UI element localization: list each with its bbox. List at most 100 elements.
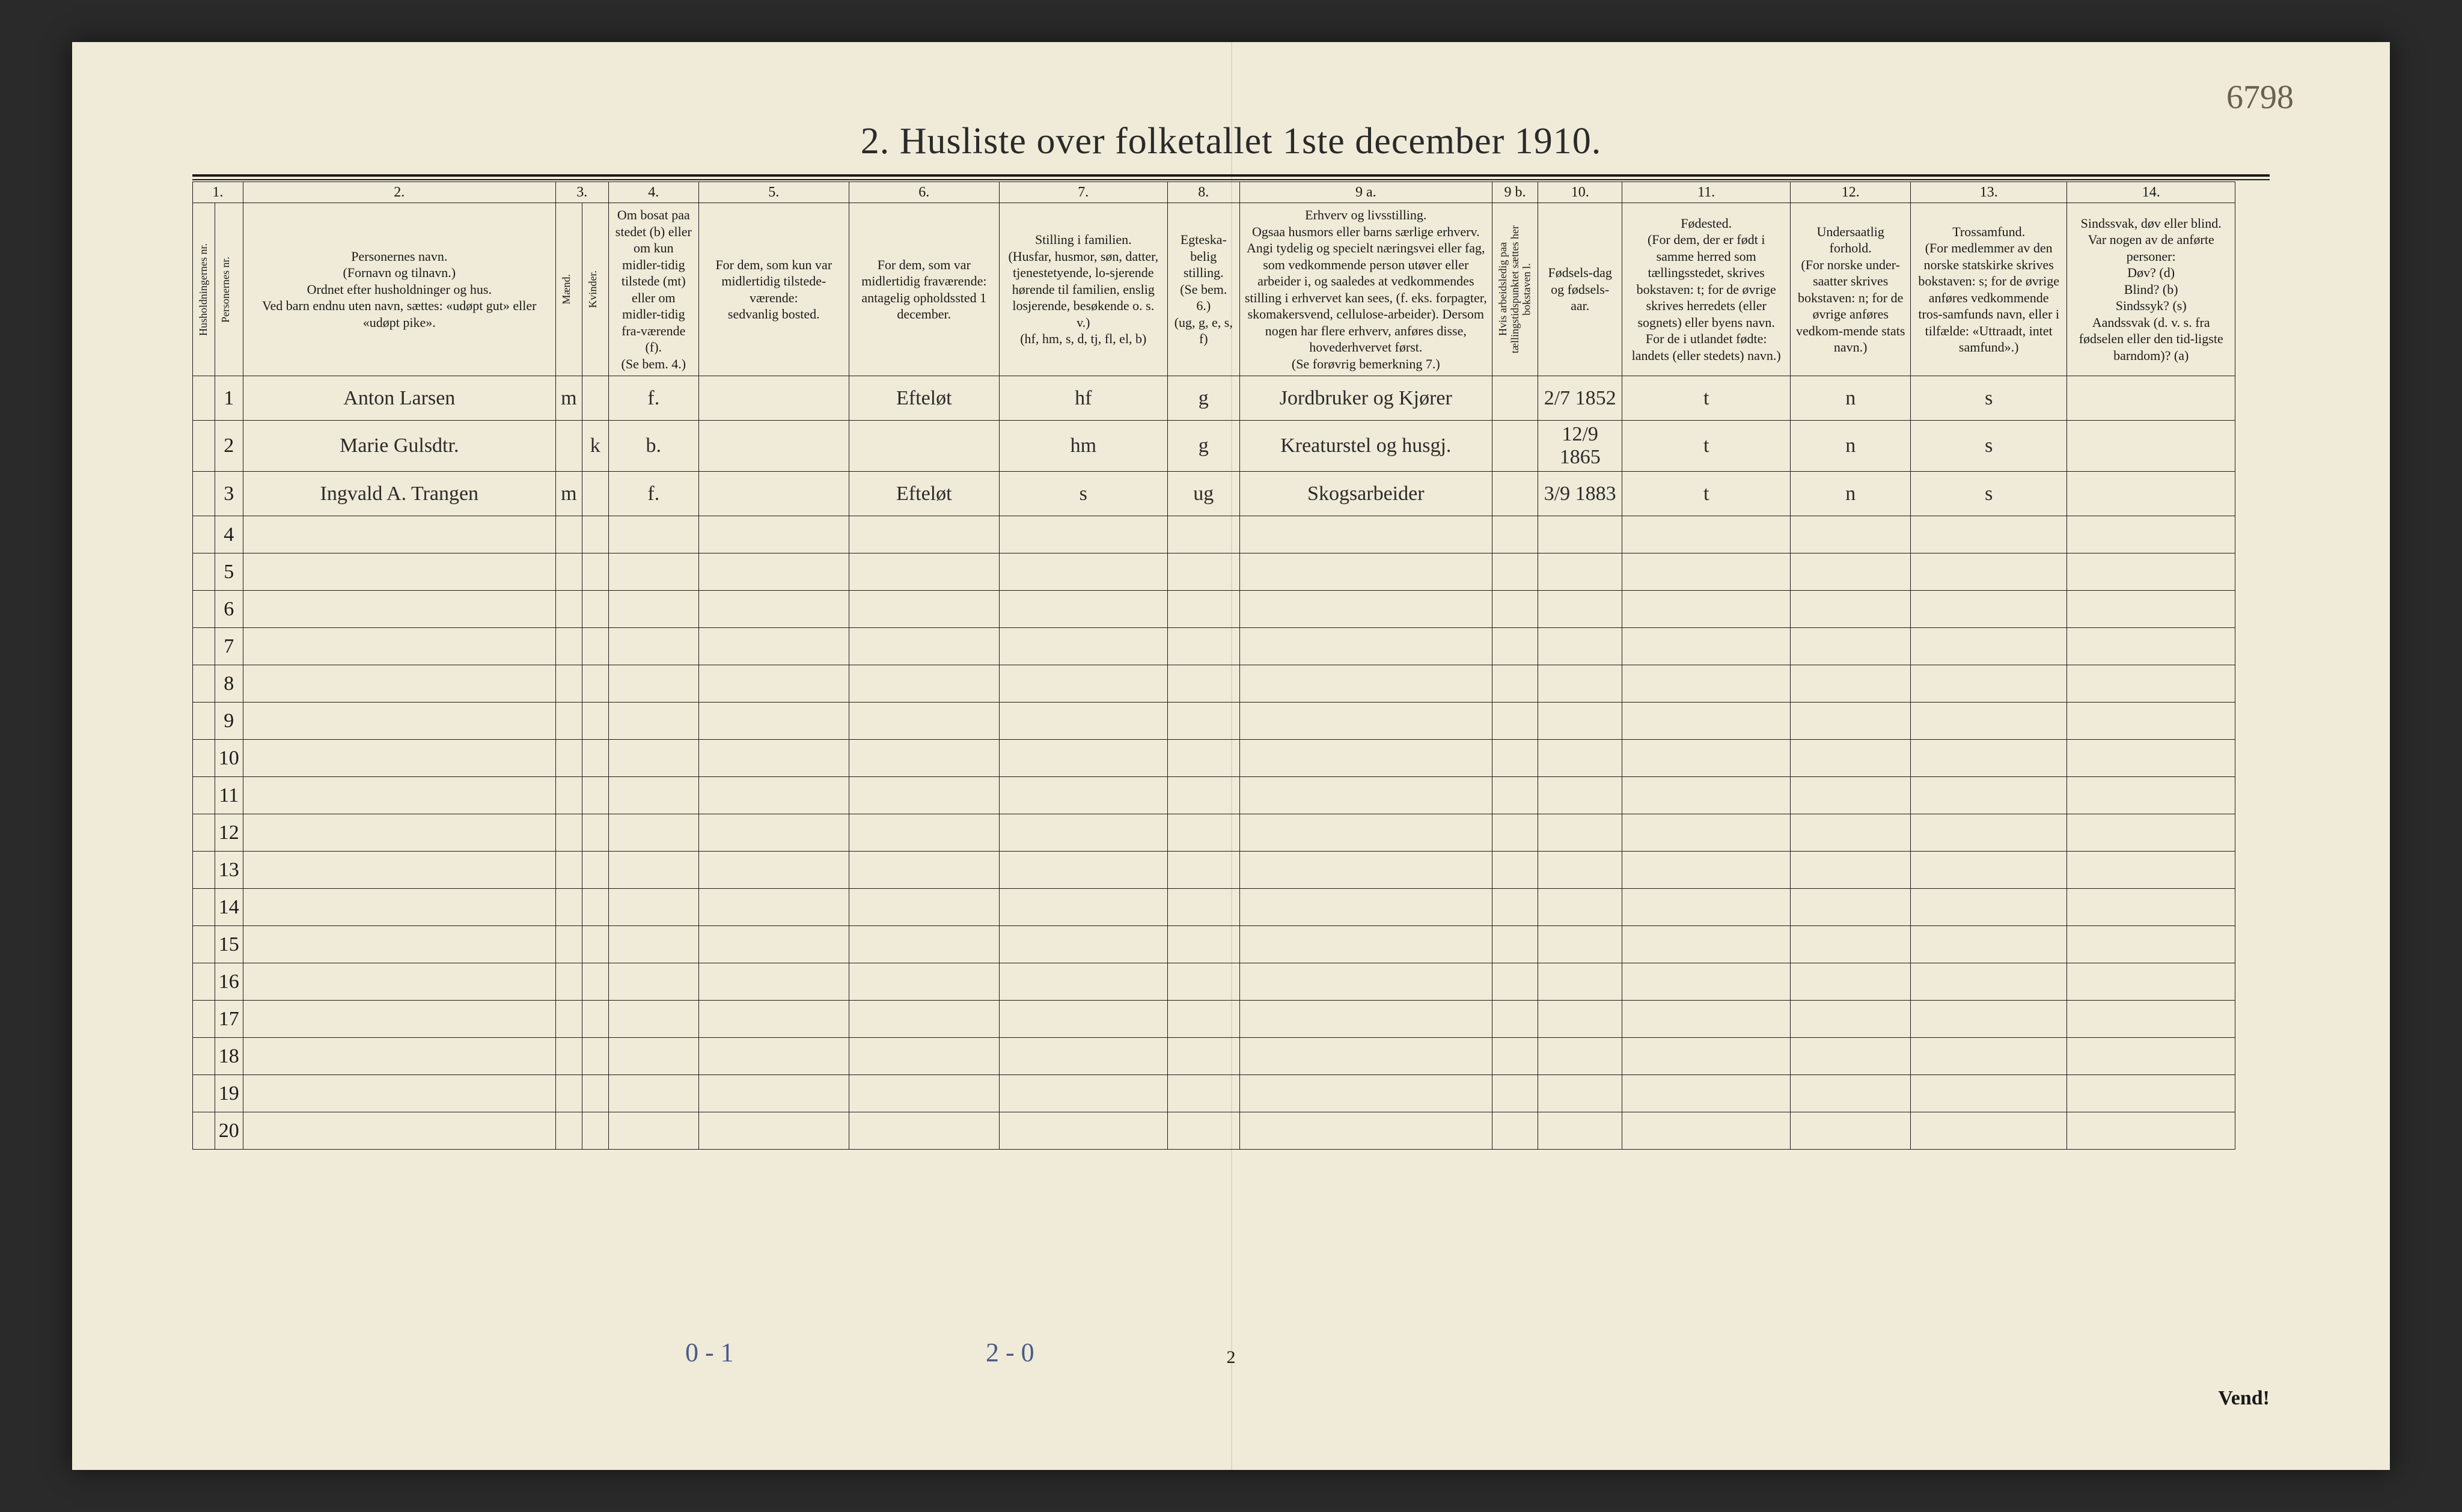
cell-fodested: t <box>1622 421 1791 472</box>
cell-empty <box>1622 1075 1791 1112</box>
table-row: 20 <box>193 1112 2235 1150</box>
cell-sedvanlig <box>698 376 849 421</box>
cell-person-nr: 20 <box>215 1112 243 1150</box>
cell-empty <box>1167 665 1239 703</box>
cell-empty <box>608 963 698 1001</box>
cell-empty <box>582 553 608 591</box>
cell-empty <box>698 516 849 553</box>
cell-empty <box>1911 553 2067 591</box>
cell-empty <box>1492 553 1538 591</box>
cell-empty <box>1791 777 1911 814</box>
table-row: 4 <box>193 516 2235 553</box>
header-3a: Mænd. <box>555 203 582 376</box>
cell-empty <box>1911 1038 2067 1075</box>
header-11: Fødested. (For dem, der er født i samme … <box>1622 203 1791 376</box>
cell-empty <box>999 591 1167 628</box>
cell-empty <box>999 1001 1167 1038</box>
colnum-13: 13. <box>1911 182 2067 203</box>
cell-empty <box>1167 591 1239 628</box>
cell-empty <box>555 963 582 1001</box>
header-3b: Kvinder. <box>582 203 608 376</box>
cell-empty <box>849 1112 999 1150</box>
cell-empty <box>555 665 582 703</box>
cell-empty <box>1791 1001 1911 1038</box>
cell-household-nr <box>193 777 215 814</box>
cell-empty <box>849 628 999 665</box>
cell-empty <box>849 1001 999 1038</box>
cell-empty <box>608 628 698 665</box>
cell-empty <box>1239 553 1492 591</box>
cell-empty <box>1622 814 1791 852</box>
cell-empty <box>849 1038 999 1075</box>
cell-empty <box>1167 852 1239 889</box>
cell-egteskab: g <box>1167 376 1239 421</box>
cell-empty <box>698 926 849 963</box>
cell-undersaatlig: n <box>1791 472 1911 516</box>
cell-empty <box>1492 1112 1538 1150</box>
cell-empty <box>1239 1001 1492 1038</box>
cell-empty <box>1492 852 1538 889</box>
cell-empty <box>999 1038 1167 1075</box>
cell-erhverv: Skogsarbeider <box>1239 472 1492 516</box>
colnum-9a: 9 a. <box>1239 182 1492 203</box>
cell-empty <box>698 889 849 926</box>
cell-empty <box>1538 516 1622 553</box>
cell-empty <box>243 516 555 553</box>
cell-household-nr <box>193 889 215 926</box>
cell-empty <box>1911 516 2067 553</box>
cell-empty <box>1239 703 1492 740</box>
cell-empty <box>1911 665 2067 703</box>
cell-empty <box>608 777 698 814</box>
colnum-8: 8. <box>1167 182 1239 203</box>
cell-empty <box>849 852 999 889</box>
cell-empty <box>1911 926 2067 963</box>
cell-empty <box>698 591 849 628</box>
cell-empty <box>1791 963 1911 1001</box>
cell-empty <box>608 665 698 703</box>
cell-household-nr <box>193 628 215 665</box>
colnum-14: 14. <box>2067 182 2235 203</box>
cell-empty <box>698 814 849 852</box>
cell-empty <box>849 553 999 591</box>
cell-empty <box>1622 703 1791 740</box>
cell-empty <box>1239 1075 1492 1112</box>
cell-household-nr <box>193 926 215 963</box>
cell-empty <box>698 665 849 703</box>
table-row: 5 <box>193 553 2235 591</box>
table-row: 13 <box>193 852 2235 889</box>
cell-empty <box>999 889 1167 926</box>
cell-empty <box>608 814 698 852</box>
table-row: 18 <box>193 1038 2235 1075</box>
cell-empty <box>698 1038 849 1075</box>
cell-person-nr: 12 <box>215 814 243 852</box>
cell-bosat: b. <box>608 421 698 472</box>
cell-empty <box>2067 852 2235 889</box>
table-row: 3Ingvald A. Trangenmf.EfteløtsugSkogsarb… <box>193 472 2235 516</box>
cell-empty <box>1492 777 1538 814</box>
cell-empty <box>1239 852 1492 889</box>
table-row: 15 <box>193 926 2235 963</box>
cell-sedvanlig <box>698 472 849 516</box>
cell-empty <box>582 889 608 926</box>
cell-empty <box>2067 1038 2235 1075</box>
cell-name: Anton Larsen <box>243 376 555 421</box>
cell-household-nr <box>193 553 215 591</box>
cell-empty <box>999 553 1167 591</box>
cell-household-nr <box>193 963 215 1001</box>
cell-empty <box>2067 963 2235 1001</box>
cell-empty <box>849 665 999 703</box>
cell-person-nr: 8 <box>215 665 243 703</box>
cell-empty <box>698 703 849 740</box>
cell-empty <box>1911 889 2067 926</box>
cell-empty <box>1239 777 1492 814</box>
cell-empty <box>1538 1112 1622 1150</box>
cell-fodselsdato: 2/7 1852 <box>1538 376 1622 421</box>
cell-empty <box>999 516 1167 553</box>
cell-empty <box>243 926 555 963</box>
cell-empty <box>1622 852 1791 889</box>
cell-empty <box>849 926 999 963</box>
table-row: 14 <box>193 889 2235 926</box>
header-8: Egteska-belig stilling. (Se bem. 6.) (ug… <box>1167 203 1239 376</box>
header-4: Om bosat paa stedet (b) eller om kun mid… <box>608 203 698 376</box>
table-row: 19 <box>193 1075 2235 1112</box>
